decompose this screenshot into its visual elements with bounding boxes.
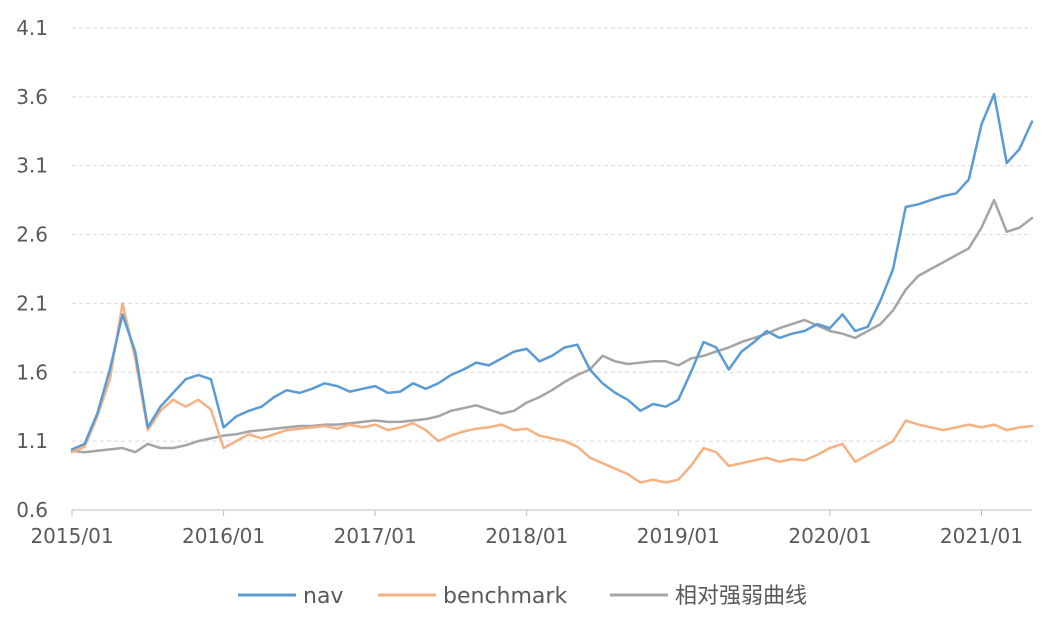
y-tick-label: 4.1 xyxy=(16,16,48,40)
series-lines xyxy=(70,92,1034,484)
y-tick-label: 3.1 xyxy=(16,154,48,178)
x-tick-label: 2017/01 xyxy=(334,524,417,548)
x-axis-tick-labels: 2015/01 2016/01 2017/01 2018/01 2019/01 2020/… xyxy=(30,524,1023,548)
series-line-0 xyxy=(70,92,1034,451)
y-tick-label: 0.6 xyxy=(16,498,48,522)
y-tick-label: 2.1 xyxy=(16,291,48,315)
legend-label: nav xyxy=(303,584,343,609)
y-axis-tick-labels: 0.6 1.1 1.6 2.1 2.6 3.1 3.6 4.1 xyxy=(16,16,48,522)
x-tick-label: 2016/01 xyxy=(182,524,265,548)
x-tick-label: 2018/01 xyxy=(485,524,568,548)
x-tick-label: 2021/01 xyxy=(940,524,1023,548)
gridlines xyxy=(72,27,1032,442)
y-tick-label: 1.6 xyxy=(16,360,48,384)
y-tick-label: 3.6 xyxy=(16,85,48,109)
x-axis xyxy=(71,509,1032,516)
x-tick-label: 2019/01 xyxy=(637,524,720,548)
series-line-1 xyxy=(70,302,1034,484)
x-tick-label: 2015/01 xyxy=(30,524,113,548)
legend-label: benchmark xyxy=(443,584,567,609)
y-tick-label: 1.1 xyxy=(16,429,48,453)
legend-label: 相对强弱曲线 xyxy=(675,584,807,609)
series-line-2 xyxy=(70,198,1034,454)
x-tick-label: 2020/01 xyxy=(788,524,871,548)
legend: nav benchmark 相对强弱曲线 xyxy=(238,584,807,609)
y-tick-label: 2.6 xyxy=(16,223,48,247)
